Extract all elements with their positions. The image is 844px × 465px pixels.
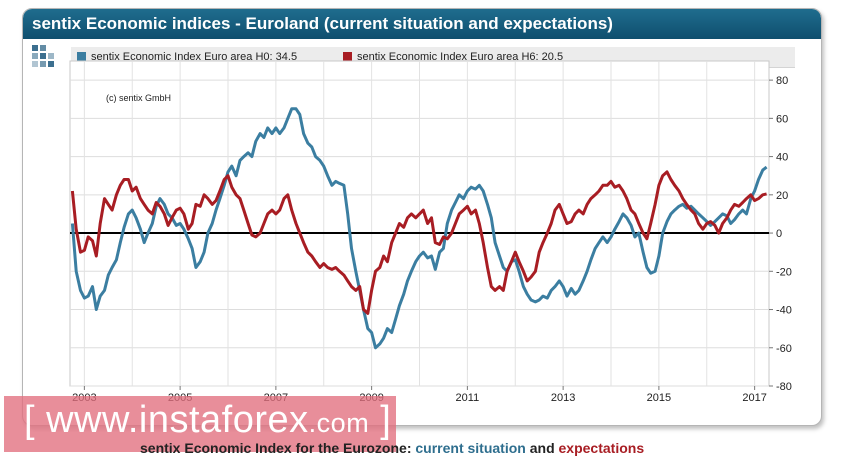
caption-expectations: expectations [558,440,645,456]
y-tick-label: 0 [776,228,782,240]
legend-entry-h6: sentix Economic Index Euro area H6: 20.5 [343,51,563,63]
watermark-text: [ www.instaforex.com ] [24,399,391,442]
x-tick-label: 2017 [742,392,766,404]
watermark-banner: [ www.instaforex.com ] [4,396,396,452]
y-tick-label: 60 [776,113,788,125]
sentix-logo-icon [32,45,62,75]
y-tick-label: 20 [776,190,788,202]
copyright-text: (c) sentix GmbH [106,93,171,103]
caption-and: and [529,440,555,456]
caption-current: current situation [415,440,526,456]
y-tick-label: 40 [776,152,788,164]
chart-title-bar: sentix Economic indices - Euroland (curr… [23,9,821,39]
legend-label-h6: sentix Economic Index Euro area H6: 20.5 [357,51,564,63]
y-tick-label: 80 [776,75,788,87]
y-tick-label: -60 [776,343,792,355]
series-line-h6 [70,170,767,315]
watermark-main: www.instaforex [46,399,309,441]
legend-label-h0: sentix Economic Index Euro area H0: 34.5 [91,51,298,63]
caption-prefix: sentix Economic Index for the Eurozone: [140,440,412,456]
legend-swatch-h6 [343,52,352,61]
x-tick-label: 2013 [551,392,575,404]
figure-caption: sentix Economic Index for the Eurozone: … [140,440,644,456]
x-tick-label: 2011 [456,392,480,404]
watermark-bracket-open: [ [24,399,36,441]
y-tick-label: -40 [776,305,792,317]
watermark-suffix: .com [308,408,370,438]
watermark-bracket-close: ] [380,399,392,441]
y-tick-label: -20 [776,266,792,278]
legend-entry-h0: sentix Economic Index Euro area H0: 34.5 [77,51,297,63]
y-tick-label: -80 [776,381,792,393]
legend-swatch-h0 [77,52,86,61]
x-tick-label: 2015 [647,392,671,404]
chart-title: sentix Economic indices - Euroland (curr… [32,14,613,33]
series-line-h0 [70,107,768,350]
